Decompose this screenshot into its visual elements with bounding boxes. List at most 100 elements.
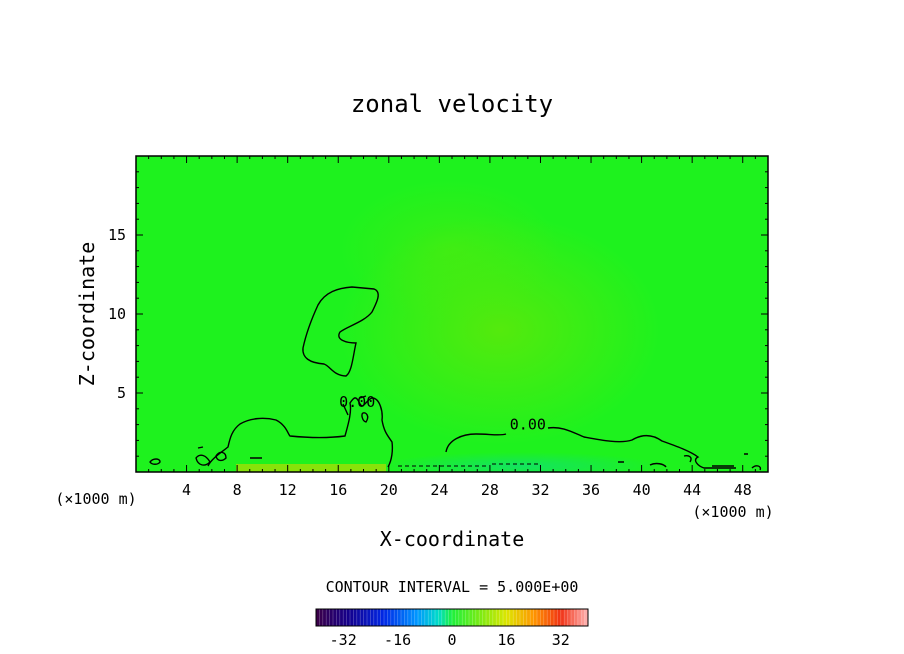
- colorbar-swatch: [503, 609, 507, 626]
- colorbar-swatch: [353, 609, 358, 626]
- colorbar-swatch: [513, 609, 518, 626]
- colorbar-swatch: [479, 609, 484, 626]
- colorbar-swatch: [370, 609, 375, 626]
- contour-small-cells: [149, 446, 762, 471]
- colorbar: [316, 609, 589, 626]
- colorbar-swatch: [316, 609, 320, 626]
- colorbar-swatch: [475, 609, 480, 626]
- colorbar-swatch: [523, 609, 528, 626]
- colorbar-swatch: [431, 609, 436, 626]
- positive-velocity-core-upper: [340, 180, 560, 320]
- colorbar-frame: [315, 608, 589, 627]
- colorbar-swatch: [509, 609, 514, 626]
- colorbar-swatch: [530, 609, 535, 626]
- contour-value-label: 0.00: [510, 415, 546, 433]
- colorbar-swatch: [560, 609, 565, 626]
- colorbar-swatch: [516, 609, 521, 626]
- colorbar-swatch: [387, 609, 392, 626]
- x-tick-label: 12: [279, 481, 297, 499]
- contour-0p00-mid-label-lines: [342, 395, 369, 423]
- colorbar-swatch: [367, 609, 371, 626]
- colorbar-swatch: [326, 609, 331, 626]
- colorbar-swatch: [356, 609, 361, 626]
- x-tick-label: 40: [633, 481, 651, 499]
- x-tick-label: 32: [531, 481, 549, 499]
- colorbar-swatch: [574, 609, 579, 626]
- colorbar-swatch: [363, 609, 368, 626]
- x-axis-title: X-coordinate: [380, 527, 525, 551]
- colorbar-swatch: [482, 609, 487, 626]
- y-tick-label: 10: [108, 305, 126, 323]
- colorbar-swatch: [458, 609, 463, 626]
- y-tick-label: 5: [117, 384, 126, 402]
- colorbar-swatch: [564, 609, 569, 626]
- colorbar-swatch: [540, 609, 545, 626]
- colorbar-swatch: [462, 609, 467, 626]
- contour-interval-note: CONTOUR INTERVAL = 5.000E+00: [326, 578, 579, 596]
- colorbar-swatch: [384, 609, 388, 626]
- x-tick-label: 24: [430, 481, 448, 499]
- colorbar-swatch: [336, 609, 341, 626]
- x-tick-label: 44: [683, 481, 701, 499]
- colorbar-tick-label: -16: [384, 631, 411, 649]
- colorbar-swatch: [543, 609, 548, 626]
- colorbar-swatch: [441, 609, 446, 626]
- colorbar-swatch: [319, 609, 324, 626]
- surface-positive-band: [236, 464, 386, 472]
- colorbar-swatch: [506, 609, 511, 626]
- colorbar-swatch: [435, 609, 439, 626]
- colorbar-swatch: [394, 609, 399, 626]
- x-unit-label-right: (×1000 m): [692, 503, 773, 521]
- x-tick-label: 4: [182, 481, 191, 499]
- colorbar-swatch: [329, 609, 334, 626]
- colorbar-swatch: [390, 609, 395, 626]
- plot-area: 0.00 0.00: [136, 156, 768, 472]
- zero-contours: [149, 286, 762, 471]
- colorbar-swatch: [499, 609, 504, 626]
- y-axis-title: Z-coordinate: [75, 242, 99, 387]
- colorbar-swatch: [526, 609, 531, 626]
- colorbar-swatch: [339, 609, 344, 626]
- x-tick-label: 36: [582, 481, 600, 499]
- colorbar-swatch: [377, 609, 382, 626]
- y-axis: 5 10 15: [108, 171, 768, 457]
- colorbar-tick-label: 0: [447, 631, 456, 649]
- colorbar-swatch: [554, 609, 558, 626]
- colorbar-swatch: [448, 609, 453, 626]
- colorbar-swatch: [489, 609, 494, 626]
- colorbar-swatch: [492, 609, 497, 626]
- colorbar-swatch: [407, 609, 412, 626]
- colorbar-swatch: [411, 609, 416, 626]
- colorbar-swatch: [567, 609, 572, 626]
- colorbar-swatch: [380, 609, 385, 626]
- colorbar-swatch: [322, 609, 327, 626]
- colorbar-swatch: [581, 609, 586, 626]
- colorbar-swatch: [404, 609, 409, 626]
- colorbar-swatch: [401, 609, 405, 626]
- colorbar-swatch: [486, 609, 490, 626]
- colorbar-swatch: [350, 609, 354, 626]
- colorbar-swatch: [472, 609, 477, 626]
- contour-value-label: 0.00: [339, 393, 375, 411]
- contour-negative-dashed: [398, 463, 540, 467]
- colorbar-swatch: [333, 609, 337, 626]
- x-tick-label: 20: [380, 481, 398, 499]
- colorbar-swatch: [343, 609, 348, 626]
- colorbar-swatch: [547, 609, 552, 626]
- colorbar-swatch: [346, 609, 351, 626]
- chart-title: zonal velocity: [351, 90, 553, 118]
- contour-right-envelope: [445, 426, 736, 469]
- colorbar-tick-labels: -32 -16 0 16 32: [330, 631, 570, 649]
- colorbar-swatch: [557, 609, 562, 626]
- x-unit-label-left: (×1000 m): [55, 490, 136, 508]
- contour-lower-left-envelope: [207, 397, 394, 468]
- x-tick-label: 48: [734, 481, 752, 499]
- x-tick-label: 28: [481, 481, 499, 499]
- x-tick-label: 16: [329, 481, 347, 499]
- colorbar-swatch: [438, 609, 443, 626]
- colorbar-swatch: [533, 609, 538, 626]
- negative-velocity-surface: [380, 452, 660, 472]
- colorbar-swatch: [445, 609, 450, 626]
- colorbar-swatch: [469, 609, 473, 626]
- contour-labels: 0.00 0.00: [339, 393, 546, 433]
